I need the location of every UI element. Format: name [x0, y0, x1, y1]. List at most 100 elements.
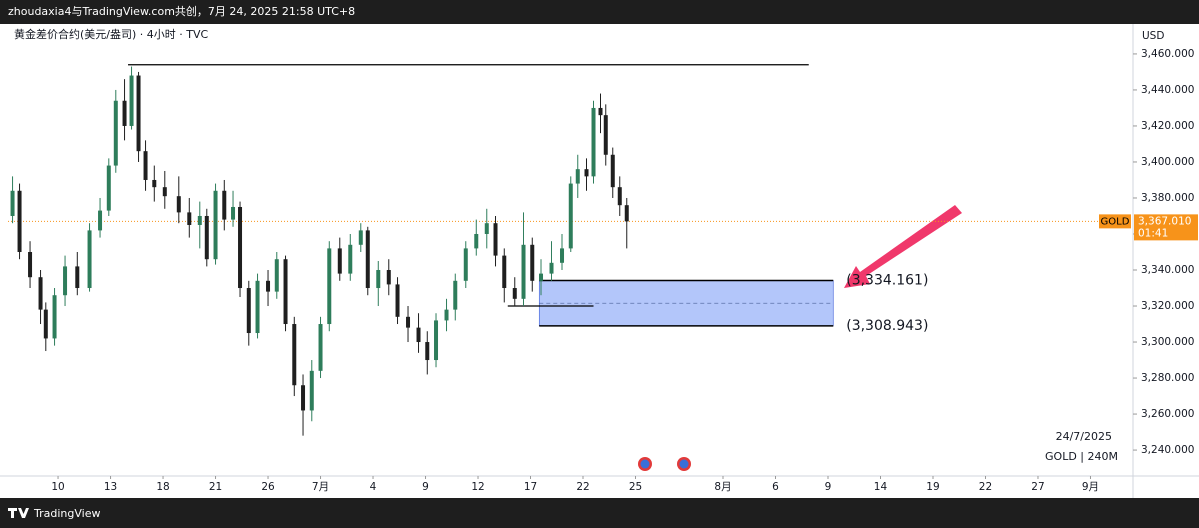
candle-body: [10, 190, 15, 216]
candle-body: [309, 370, 314, 411]
candle-body: [395, 284, 400, 317]
candle-body: [549, 262, 554, 274]
candle-body: [434, 320, 439, 361]
candle-body: [283, 259, 288, 325]
x-tick-label: 8月: [714, 481, 731, 493]
candle-body: [493, 223, 498, 256]
price-tag-label: 3,367.010: [1138, 215, 1191, 227]
candle-body: [17, 190, 22, 252]
y-tick-label: 3,380.000: [1141, 192, 1194, 204]
symbol-tag: [1099, 214, 1131, 229]
candle-body: [521, 244, 526, 299]
candle-body: [617, 187, 622, 206]
candle-body: [238, 206, 243, 289]
header-bar: [0, 0, 1199, 24]
candle-body: [143, 151, 148, 180]
y-tick-label: 3,240.000: [1141, 444, 1194, 456]
candle-body: [539, 273, 544, 281]
candle-body: [463, 248, 468, 281]
footnote-date: 24/7/2025: [1056, 430, 1112, 443]
candle-body: [591, 107, 596, 177]
x-tick-label: 19: [926, 481, 939, 493]
y-tick-label: 3,340.000: [1141, 264, 1194, 276]
candle-body: [231, 206, 236, 220]
zone-bottom-label: (3,308.943): [846, 318, 928, 334]
candle-body: [113, 100, 118, 166]
candle-body: [484, 223, 489, 234]
candle-body: [75, 266, 80, 289]
candle-body: [222, 190, 227, 220]
x-tick-label: 14: [874, 481, 888, 493]
candle-body: [292, 324, 297, 386]
candle-body: [197, 215, 202, 225]
y-tick-label: 3,300.000: [1141, 336, 1194, 348]
candle-body: [136, 75, 141, 152]
candle-body: [213, 190, 218, 260]
currency: USD: [1142, 30, 1164, 42]
candle-body: [502, 255, 507, 289]
candle-body: [365, 230, 370, 289]
candle-body: [204, 215, 209, 260]
candle-body: [122, 100, 127, 126]
candle-body: [348, 244, 353, 274]
candle-body: [444, 309, 449, 321]
candle-body: [106, 165, 111, 211]
candle-body: [376, 270, 381, 289]
candle-body: [274, 259, 279, 292]
header-text: zhoudaxia4与TradingView.com共创，7月 24, 2025…: [8, 5, 355, 18]
x-tick-label: 13: [104, 481, 117, 493]
footnote-symbol: GOLD | 240M: [1045, 450, 1118, 463]
candle-body: [63, 266, 68, 296]
candle-body: [603, 115, 608, 155]
candle-body: [28, 252, 33, 278]
candle-body: [425, 342, 430, 361]
x-tick-label: 9: [422, 481, 429, 493]
y-tick-label: 3,400.000: [1141, 156, 1194, 168]
zone: [538, 280, 834, 327]
candle-body: [176, 196, 181, 213]
x-tick-label: 25: [629, 481, 642, 493]
candle-body: [87, 230, 92, 289]
candle-body: [512, 288, 517, 299]
candle-body: [598, 107, 603, 116]
candle-body: [162, 187, 167, 197]
candle-body: [416, 327, 421, 343]
candle-body: [474, 233, 479, 249]
candle-body: [453, 280, 458, 310]
candle-body: [530, 244, 535, 281]
x-tick-label: 9: [825, 481, 832, 493]
candle-body: [52, 295, 57, 339]
candle-body: [152, 179, 157, 188]
candle-body: [584, 169, 589, 177]
x-tick-label: 6: [772, 481, 779, 493]
candle-body: [406, 316, 411, 328]
x-tick-label: 12: [471, 481, 484, 493]
candle-body: [246, 288, 251, 334]
candle-body: [568, 183, 573, 249]
chart-title: 黄金差价合约(美元/盎司) · 4小时 · TVC: [14, 27, 209, 41]
candle-body: [575, 169, 580, 184]
footer-bar: [0, 498, 1199, 528]
y-tick-label: 3,460.000: [1141, 48, 1194, 60]
candle-body: [255, 280, 260, 334]
symbol-label: GOLD: [1101, 216, 1130, 227]
x-tick-label: 17: [524, 481, 537, 493]
candle-body: [318, 324, 323, 371]
x-tick-label: 4: [370, 481, 377, 493]
x-tick-label: 27: [1031, 481, 1044, 493]
y-tick-label: 3,420.000: [1141, 120, 1194, 132]
event-icon-inner: [679, 459, 689, 469]
y-tick-label: 3,440.000: [1141, 84, 1194, 96]
candle-body: [560, 248, 565, 263]
x-tick-label: 7月: [312, 481, 329, 493]
candle-body: [624, 205, 629, 222]
candle-body: [386, 270, 391, 285]
candle-body: [301, 385, 306, 411]
x-tick-label: 18: [156, 481, 169, 493]
brand-logo: [8, 508, 29, 518]
candle-body: [266, 280, 271, 292]
y-tick-label: 3,260.000: [1141, 408, 1194, 420]
candle-body: [187, 212, 192, 225]
candle-body: [327, 248, 332, 325]
